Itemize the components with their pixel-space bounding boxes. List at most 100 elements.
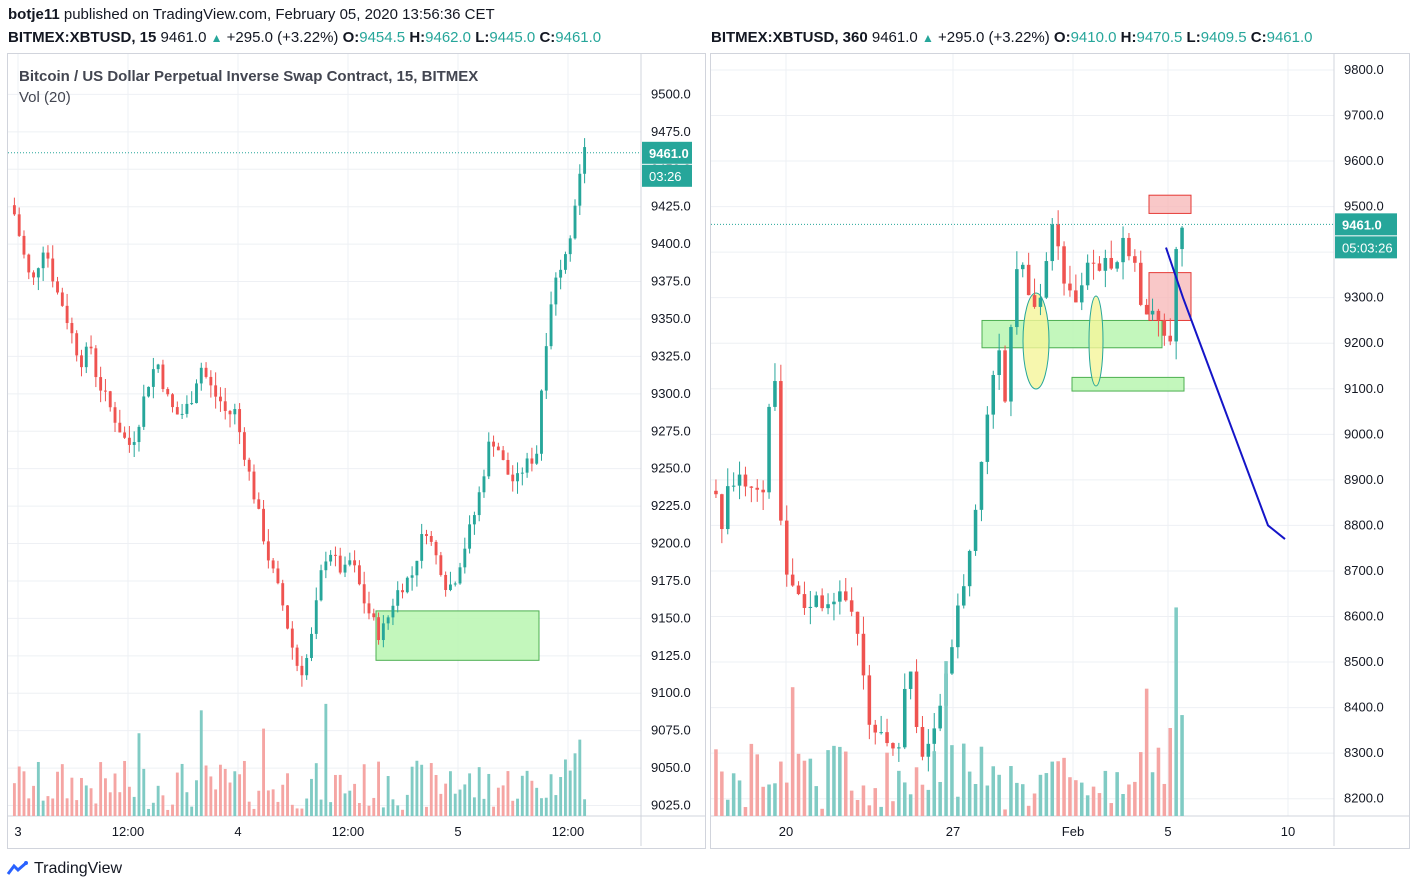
candle-body (1015, 269, 1019, 328)
volume-bar (415, 760, 419, 816)
candle-body (214, 385, 218, 397)
y-tick-label: 9100.0 (1344, 381, 1384, 396)
y-tick-label: 9350.0 (651, 311, 691, 326)
volume-bar (767, 784, 771, 816)
author-name[interactable]: botje11 (8, 6, 60, 23)
candle-body (997, 350, 1001, 376)
volume-bar (99, 762, 103, 816)
candle-body (914, 671, 919, 727)
candle-body (281, 583, 285, 606)
candle-body (1091, 262, 1096, 264)
candle-body (991, 375, 996, 415)
candle-body (338, 555, 342, 573)
candle-body (808, 606, 813, 608)
volume-bar (1168, 728, 1173, 816)
candle-body (1150, 310, 1155, 315)
candle-body (171, 394, 174, 408)
candle-body (185, 403, 189, 414)
x-tick-label: 5 (1164, 824, 1171, 839)
volume-bar (938, 781, 942, 816)
x-tick-label: 12:00 (112, 824, 145, 839)
candle-body (75, 333, 79, 356)
volume-bar (137, 733, 141, 816)
volume-indicator-label[interactable]: Vol (20) (19, 89, 71, 106)
up-arrow-icon: ▲ (921, 31, 934, 45)
left-price: 9461.0 (160, 29, 207, 46)
candle-body (142, 396, 146, 427)
left-high: 9462.0 (425, 29, 472, 46)
left-close: 9461.0 (555, 29, 602, 46)
candle-body (477, 492, 481, 516)
candle-body (348, 560, 352, 565)
right-change: +295.0 (+3.22%) (938, 29, 1050, 46)
candle-body (314, 600, 318, 634)
volume-bar (367, 805, 371, 816)
candle-body (855, 611, 860, 634)
volume-bar (1009, 766, 1013, 816)
volume-bar (1050, 761, 1055, 816)
right-c-label: C: (1250, 29, 1267, 46)
candle-body (190, 403, 194, 405)
candle-body (535, 453, 539, 464)
volume-bar (814, 786, 819, 816)
candle-body (985, 414, 990, 462)
volume-bar (405, 794, 409, 816)
candle-body (1068, 283, 1072, 291)
volume-bar (530, 780, 534, 816)
tradingview-footer[interactable]: TradingView (6, 860, 122, 878)
volume-bar (826, 750, 830, 816)
candle-body (487, 441, 491, 477)
volume-bar (377, 761, 380, 816)
volume-bar (967, 771, 972, 816)
y-tick-label: 8800.0 (1344, 517, 1384, 532)
volume-bar (1180, 715, 1184, 816)
candle-body (573, 205, 577, 239)
candle-body (843, 591, 848, 601)
right-open: 9410.0 (1070, 29, 1117, 46)
right-symbol[interactable]: BITMEX:XBTUSD, 360 (711, 29, 868, 46)
candle-body (1109, 257, 1114, 269)
right-chart-panel[interactable]: 9800.09700.09600.09500.09400.09300.09200… (710, 53, 1410, 849)
volume-bar (477, 767, 481, 816)
candle-body (1026, 264, 1031, 296)
candle-body (463, 548, 467, 568)
volume-bar (300, 808, 304, 816)
volume-bar (171, 804, 174, 816)
right-chart[interactable]: 9800.09700.09600.09500.09400.09300.09200… (711, 54, 1409, 848)
volume-bar (209, 776, 213, 816)
volume-bar (147, 808, 150, 816)
candle-body (1127, 237, 1131, 257)
candle-body (838, 591, 842, 602)
candle-body (1121, 237, 1125, 263)
volume-bar (1003, 809, 1007, 816)
candle-body (151, 369, 155, 387)
candle-body (501, 450, 505, 460)
left-symbol[interactable]: BITMEX:XBTUSD, 15 (8, 29, 157, 46)
left-chart[interactable]: 9500.09475.09450.09425.09400.09375.09350… (8, 54, 705, 848)
volume-bar (487, 773, 491, 816)
volume-bar (463, 784, 467, 816)
volume-bar (779, 761, 783, 816)
y-tick-label: 8200.0 (1344, 791, 1384, 806)
volume-bar (305, 798, 309, 816)
volume-bar (334, 774, 337, 816)
volume-bar (1062, 757, 1066, 816)
candle-body (334, 554, 337, 556)
candle-body (204, 367, 208, 377)
left-chart-title: Bitcoin / US Dollar Perpetual Inverse Sw… (19, 68, 479, 85)
y-tick-label: 9250.0 (651, 461, 691, 476)
candle-body (300, 665, 304, 676)
candle-body (525, 458, 529, 473)
left-chart-panel[interactable]: 9500.09475.09450.09425.09400.09375.09350… (7, 53, 706, 849)
candle-body (295, 647, 299, 666)
volume-bar (295, 808, 299, 816)
candle-body (161, 364, 165, 390)
volume-bar (1044, 773, 1049, 816)
y-tick-label: 9200.0 (651, 536, 691, 551)
y-tick-label: 8500.0 (1344, 654, 1384, 669)
candle-body (429, 536, 433, 542)
volume-bar (271, 789, 275, 816)
volume-bar (773, 783, 777, 816)
volume-bar (161, 795, 165, 816)
tradingview-brand: TradingView (34, 860, 123, 877)
